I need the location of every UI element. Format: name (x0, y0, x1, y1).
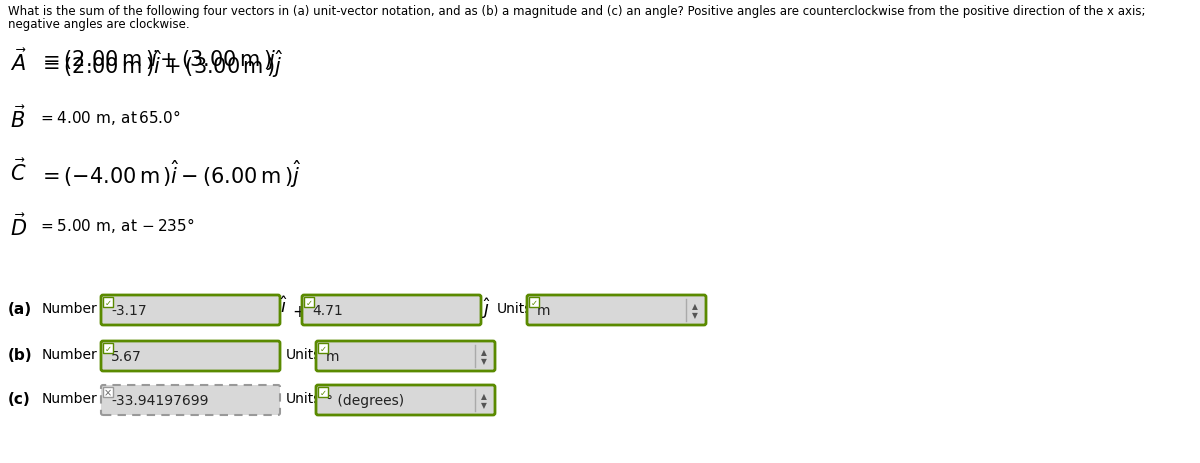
Text: $\hat{\jmath}$: $\hat{\jmath}$ (481, 295, 491, 320)
Text: Number: Number (42, 301, 97, 315)
Text: ✓: ✓ (319, 388, 326, 397)
FancyBboxPatch shape (304, 297, 314, 307)
Text: (a): (a) (8, 301, 32, 316)
FancyBboxPatch shape (316, 385, 496, 415)
Text: Units: Units (286, 347, 322, 361)
Text: $= \left(2.00\,\mathrm{m}\,\right)\hat{i} + \left(3.00\,\mathrm{m}\,\right)\hat{: $= \left(2.00\,\mathrm{m}\,\right)\hat{i… (38, 48, 283, 80)
Text: $\vec{C}$: $\vec{C}$ (10, 158, 26, 184)
Text: ° (degrees): ° (degrees) (326, 393, 404, 407)
FancyBboxPatch shape (529, 297, 539, 307)
Text: ▲: ▲ (481, 347, 487, 357)
FancyBboxPatch shape (103, 343, 113, 353)
Text: +: + (292, 302, 306, 320)
Text: -33.94197699: -33.94197699 (112, 393, 209, 407)
Text: m: m (326, 349, 340, 363)
FancyBboxPatch shape (318, 343, 328, 353)
Text: $= 5.00\ \mathrm{m, \, at \, -235°}$: $= 5.00\ \mathrm{m, \, at \, -235°}$ (38, 216, 194, 234)
FancyBboxPatch shape (302, 295, 481, 325)
Text: Number: Number (42, 347, 97, 361)
FancyBboxPatch shape (318, 387, 328, 397)
Text: $\vec{B}$: $\vec{B}$ (10, 105, 26, 131)
Text: negative angles are clockwise.: negative angles are clockwise. (8, 18, 190, 31)
Text: ▲: ▲ (481, 391, 487, 400)
FancyBboxPatch shape (527, 295, 706, 325)
Text: $= 4.00\ \mathrm{m, \, at \, 65.0°}$: $= 4.00\ \mathrm{m, \, at \, 65.0°}$ (38, 108, 181, 127)
Text: ▼: ▼ (481, 356, 487, 365)
FancyBboxPatch shape (101, 341, 280, 371)
Text: ▲: ▲ (692, 301, 698, 310)
Text: ▼: ▼ (692, 310, 698, 319)
Text: ✓: ✓ (104, 298, 112, 307)
Text: ▼: ▼ (481, 400, 487, 409)
Text: 5.67: 5.67 (112, 349, 142, 363)
Text: ✓: ✓ (319, 344, 326, 353)
Text: Units: Units (286, 391, 322, 405)
FancyBboxPatch shape (101, 295, 280, 325)
Text: (c): (c) (8, 391, 31, 406)
FancyBboxPatch shape (103, 387, 113, 397)
Text: Units: Units (497, 301, 533, 315)
Text: ×: × (104, 387, 112, 397)
Text: $\hat{\imath}$: $\hat{\imath}$ (280, 295, 288, 316)
Text: What is the sum of the following four vectors in (a) unit-vector notation, and a: What is the sum of the following four ve… (8, 5, 1146, 18)
Text: ✓: ✓ (306, 298, 312, 307)
FancyBboxPatch shape (316, 341, 496, 371)
FancyBboxPatch shape (101, 385, 280, 415)
Text: (b): (b) (8, 347, 32, 362)
Text: $= \left(-4.00\,\mathrm{m}\,\right)\hat{i} - \left(6.00\,\mathrm{m}\,\right)\hat: $= \left(-4.00\,\mathrm{m}\,\right)\hat{… (38, 158, 301, 189)
Text: $\vec{D}$: $\vec{D}$ (10, 213, 28, 239)
Text: -3.17: -3.17 (112, 303, 146, 317)
Text: $\vec{A}$: $\vec{A}$ (10, 48, 26, 75)
Text: Number: Number (42, 391, 97, 405)
Text: 4.71: 4.71 (312, 303, 343, 317)
FancyBboxPatch shape (103, 297, 113, 307)
Text: ✓: ✓ (530, 298, 538, 307)
Text: $= \left(2.00\,\mathrm{m}\,\right)\!i + \left(3.00\,\mathrm{m}\,\right)\!j$: $= \left(2.00\,\mathrm{m}\,\right)\!i + … (38, 48, 276, 72)
Text: m: m (538, 303, 551, 317)
Text: ✓: ✓ (104, 344, 112, 353)
